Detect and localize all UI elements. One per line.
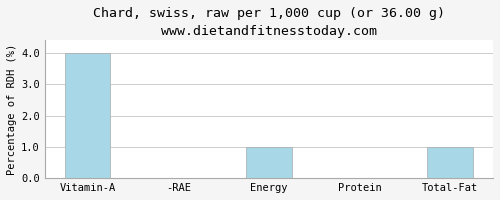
- Title: Chard, swiss, raw per 1,000 cup (or 36.00 g)
www.dietandfitnesstoday.com: Chard, swiss, raw per 1,000 cup (or 36.0…: [93, 7, 445, 38]
- Bar: [246, 147, 292, 178]
- Y-axis label: Percentage of RDH (%): Percentage of RDH (%): [7, 44, 17, 175]
- Bar: [65, 53, 110, 178]
- Bar: [428, 147, 472, 178]
